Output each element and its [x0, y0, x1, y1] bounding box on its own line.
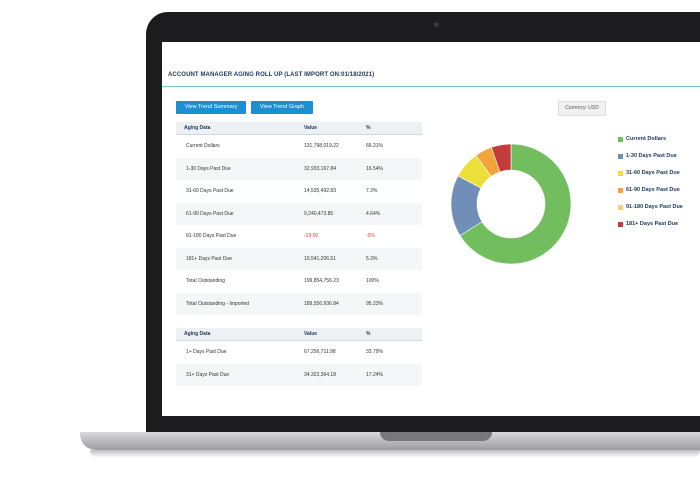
- aging-donut-chart: [450, 143, 572, 265]
- legend-swatch: [618, 154, 623, 159]
- row-percent: 16.54%: [366, 165, 383, 172]
- row-value: 9,240,473.85: [304, 210, 334, 217]
- row-value: 131,798,019.22: [304, 143, 339, 150]
- legend-label: 181+ Days Past Due: [626, 221, 679, 227]
- row-percent: 7.3%: [366, 188, 378, 195]
- header-percent: %: [366, 125, 371, 131]
- table-row: Total Outstanding - Imported 189,556,936…: [176, 292, 422, 315]
- row-label: 61-90 Days Past Due: [186, 210, 234, 217]
- donut-slice-5[interactable]: [491, 143, 512, 173]
- row-label: 31-60 Days Past Due: [186, 188, 234, 195]
- row-value: 34,323,364.18: [304, 371, 336, 378]
- table-header: Aging Data Value %: [176, 122, 422, 135]
- row-percent: 5.3%: [366, 255, 378, 262]
- row-value: 189,556,936.84: [304, 300, 339, 307]
- row-value: 10,541,206.51: [304, 255, 336, 262]
- row-value: 67,256,711.98: [304, 349, 336, 356]
- table-row: 181+ Days Past Due 10,541,206.51 5.3%: [176, 247, 422, 270]
- row-percent: 17.24%: [366, 371, 383, 378]
- table-row: 31+ Days Past Due 34,323,364.18 17.24%: [176, 363, 422, 386]
- row-percent: 33.79%: [366, 349, 383, 356]
- row-percent: 4.64%: [366, 210, 381, 217]
- row-percent: 95.23%: [366, 300, 383, 307]
- camera-icon: [434, 22, 439, 27]
- row-label: Total Outstanding - Imported: [186, 300, 250, 307]
- row-percent: 66.21%: [366, 143, 383, 150]
- row-value: 32,933,167.84: [304, 165, 336, 172]
- legend-swatch: [618, 137, 623, 142]
- legend-label: 91-180 Days Past Due: [626, 204, 683, 210]
- legend-label: 31-60 Days Past Due: [626, 170, 680, 176]
- laptop-shadow: [90, 450, 700, 458]
- row-percent: 100%: [366, 278, 379, 285]
- header-aging-data: Aging Data: [184, 331, 211, 337]
- table-header: Aging Data Value %: [176, 328, 422, 341]
- table-row: 1+ Days Past Due 67,256,711.98 33.79%: [176, 341, 422, 364]
- header-value: Value: [304, 125, 318, 131]
- table-row: 1-30 Days Past Due 32,933,167.84 16.54%: [176, 157, 422, 180]
- legend-label: 1-30 Days Past Due: [626, 153, 677, 159]
- row-value: -19.00: [304, 233, 319, 240]
- table-row: Total Outstanding 199,854,756.23 100%: [176, 270, 422, 293]
- view-trend-graph-button[interactable]: View Trend Graph: [251, 101, 313, 114]
- table-row: 91-180 Days Past Due -19.00 -0%: [176, 225, 422, 248]
- past-due-table: Aging Data Value % 1+ Days Past Due 67,2…: [176, 328, 422, 386]
- row-label: 31+ Days Past Due: [186, 371, 230, 378]
- view-trend-summary-button[interactable]: View Trend Summary: [176, 101, 246, 114]
- table-row: 31-60 Days Past Due 14,535,492.83 7.3%: [176, 180, 422, 203]
- row-label: 1-30 Days Past Due: [186, 165, 231, 172]
- laptop-base: [80, 432, 700, 450]
- table-row: Current Dollars 131,798,019.22 66.21%: [176, 135, 422, 158]
- header-percent: %: [366, 331, 371, 337]
- row-label: Total Outstanding: [186, 278, 225, 285]
- row-value: 199,854,756.23: [304, 278, 339, 285]
- legend-label: 61-90 Days Past Due: [626, 187, 680, 193]
- legend-swatch: [618, 171, 623, 176]
- row-percent: -0%: [366, 233, 375, 240]
- donut-slice-0[interactable]: [459, 143, 572, 265]
- screen: ACCOUNT MANAGER AGING ROLL UP (LAST IMPO…: [162, 42, 700, 416]
- row-label: 181+ Days Past Due: [186, 255, 232, 262]
- page-title: ACCOUNT MANAGER AGING ROLL UP (LAST IMPO…: [168, 72, 375, 78]
- row-label: 91-180 Days Past Due: [186, 233, 237, 240]
- table-row: 61-90 Days Past Due 9,240,473.85 4.64%: [176, 202, 422, 225]
- legend-swatch: [618, 205, 623, 210]
- row-value: 14,535,492.83: [304, 188, 336, 195]
- row-label: 1+ Days Past Due: [186, 349, 227, 356]
- header-value: Value: [304, 331, 318, 337]
- legend-swatch: [618, 188, 623, 193]
- legend-swatch: [618, 222, 623, 227]
- title-divider: [162, 86, 700, 87]
- laptop-notch: [380, 432, 492, 441]
- aging-table: Aging Data Value % Current Dollars 131,7…: [176, 122, 422, 315]
- header-aging-data: Aging Data: [184, 125, 211, 131]
- row-label: Current Dollars: [186, 143, 220, 150]
- currency-selector[interactable]: Currency: USD: [558, 101, 606, 116]
- legend-label: Current Dollars: [626, 136, 667, 142]
